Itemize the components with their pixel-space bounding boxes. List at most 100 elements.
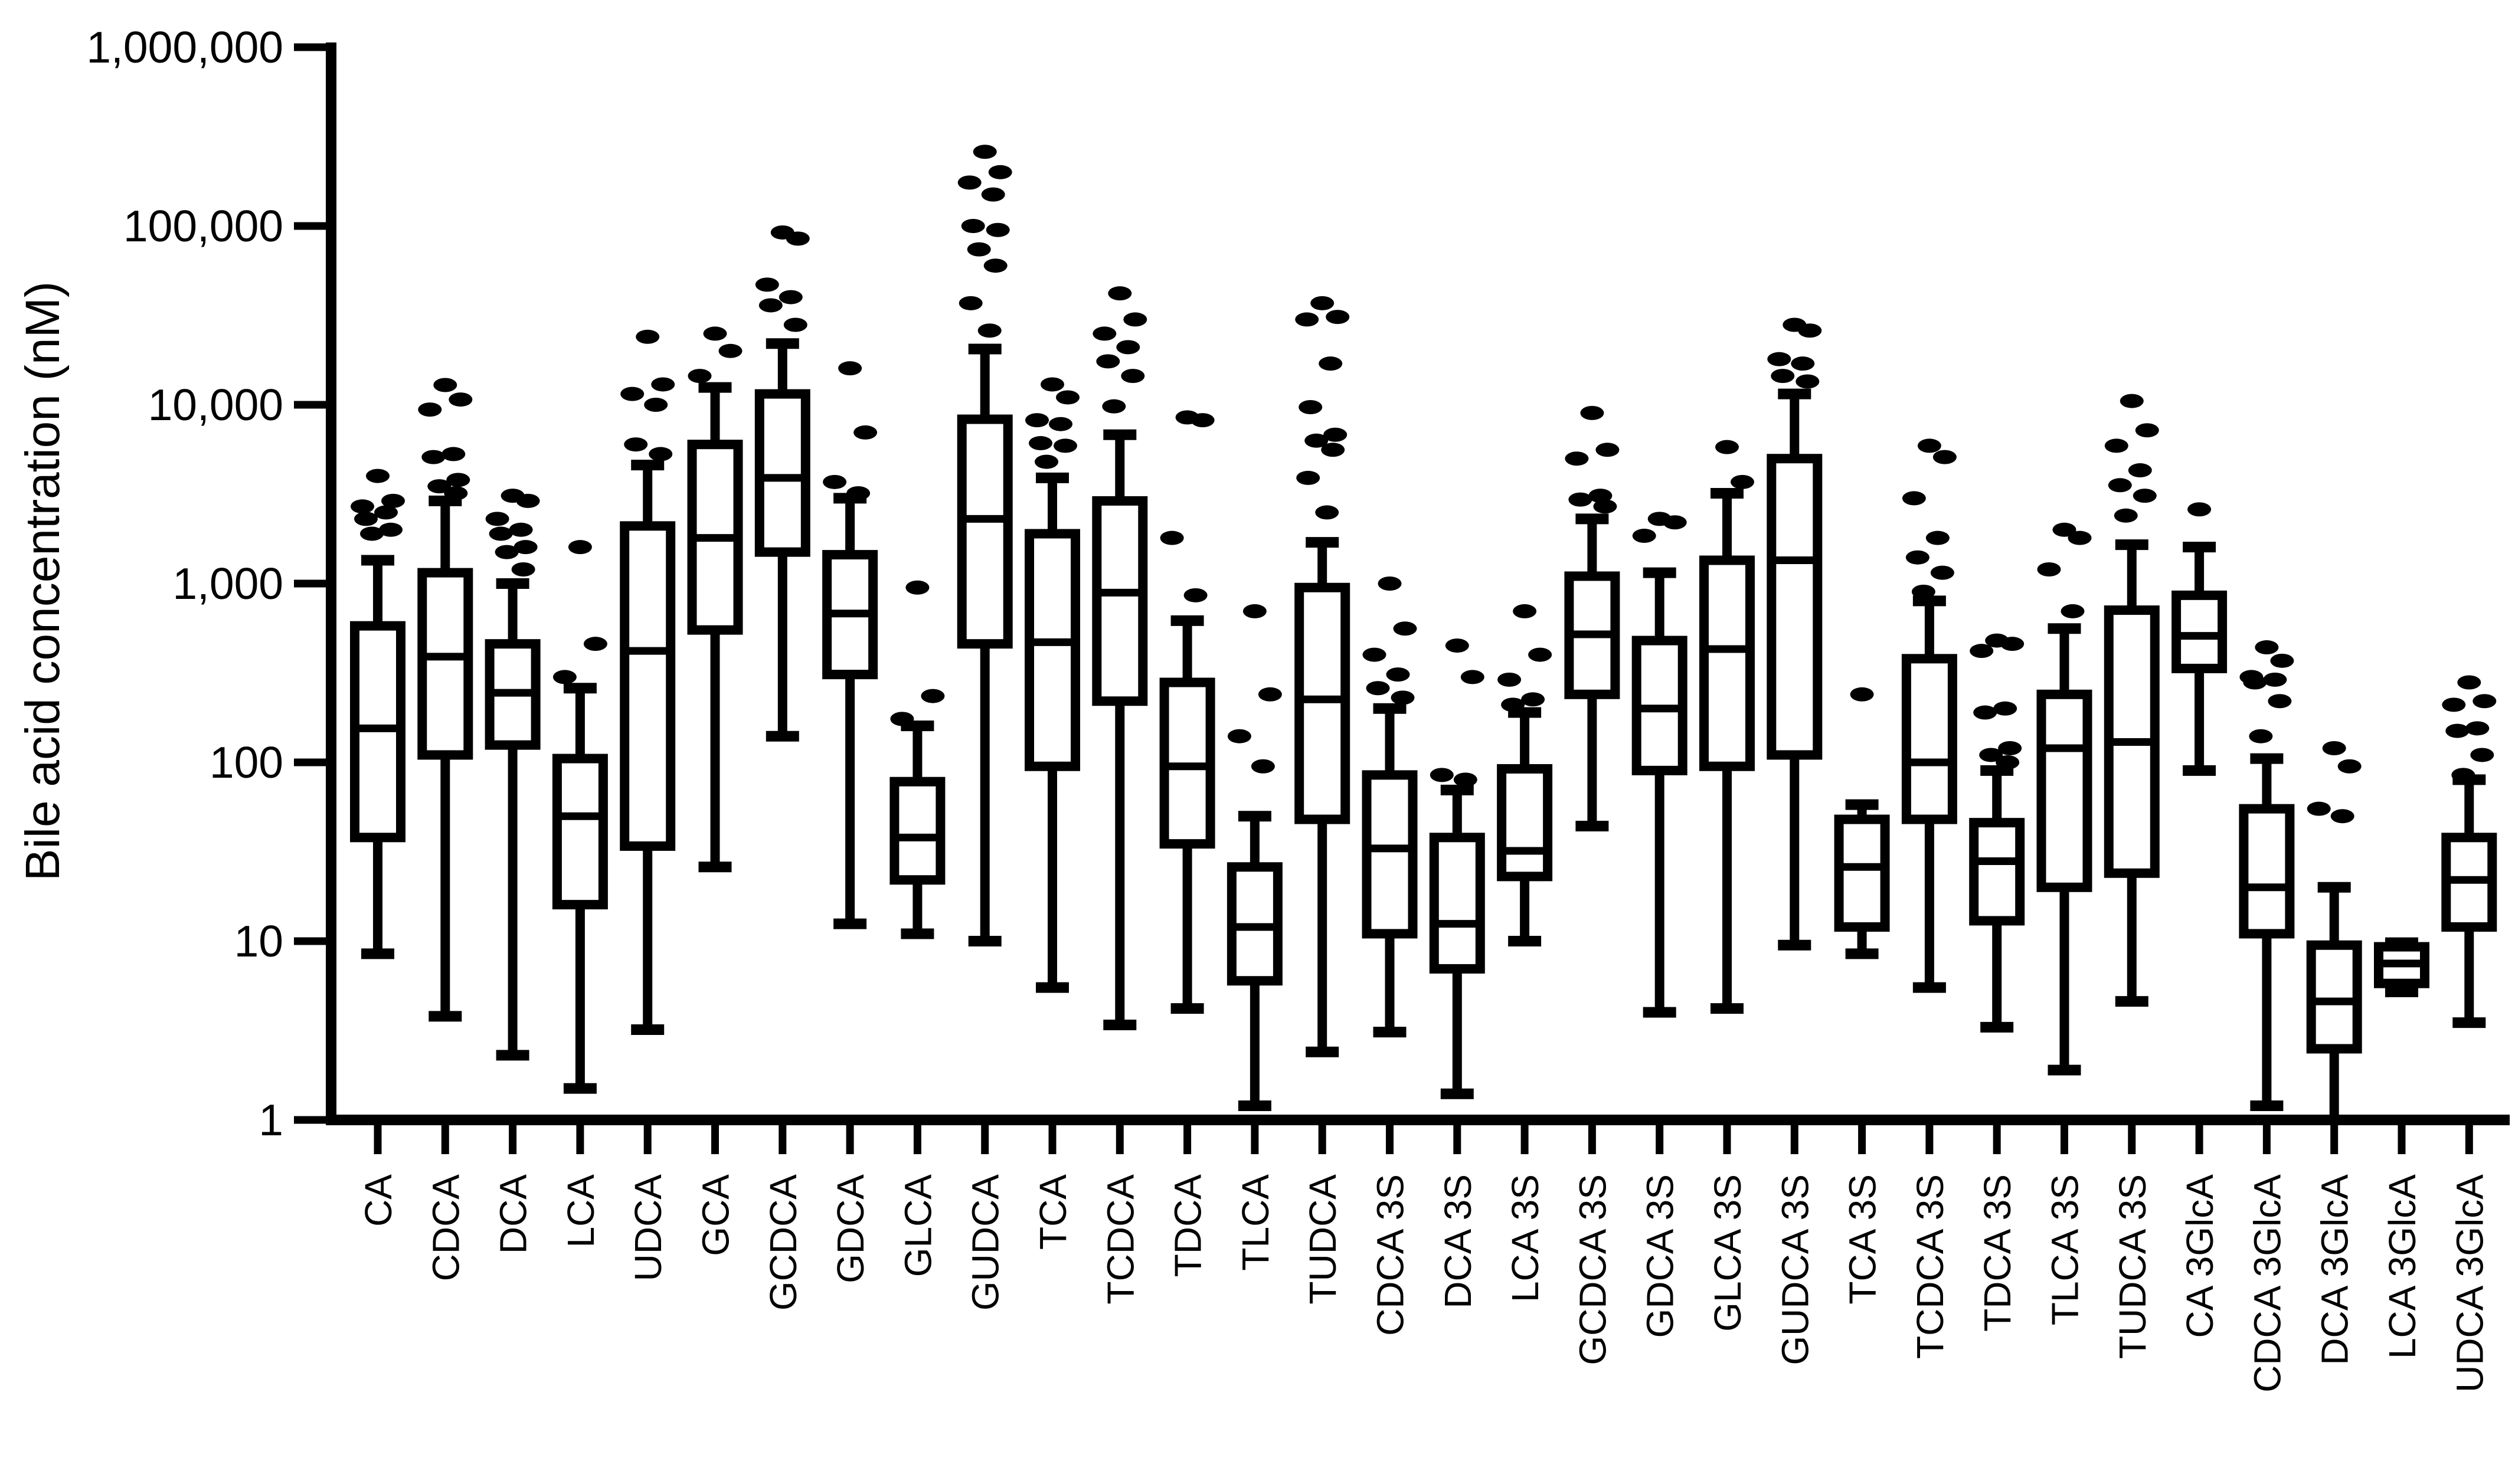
outlier-dot [1393, 621, 1417, 636]
outlier-dot [1791, 356, 1815, 371]
outlier-dot [1299, 400, 1323, 415]
y-axis-title: Bile acid concentration (nM) [16, 281, 70, 881]
box-group-GCDCA [754, 225, 810, 742]
outlier-dot [1593, 499, 1617, 514]
x-category-label: CA [357, 1174, 400, 1227]
outlier-dot [1310, 296, 1335, 310]
outlier-dot [981, 187, 1005, 202]
outlier-dot [973, 145, 997, 159]
outlier-dot [779, 290, 803, 304]
outlier-dot [1391, 690, 1415, 705]
outlier-dot [379, 522, 403, 537]
outlier-dot [1796, 374, 1820, 389]
box-group-DCA-3S [1429, 638, 1485, 1099]
outlier-dot [354, 512, 378, 526]
outlier-dot [1041, 377, 1064, 392]
outlier-dot [1025, 413, 1049, 428]
iqr-box [1901, 654, 1957, 824]
outlier-dot [977, 323, 1002, 338]
outlier-dot [1445, 638, 1469, 653]
outlier-dot [2133, 489, 2157, 503]
outlier-dot [1973, 705, 1997, 720]
iqr-box [620, 521, 676, 851]
y-tick-label: 1,000 [172, 559, 283, 608]
outlier-dot [1304, 433, 1329, 448]
outlier-dot [2128, 463, 2152, 478]
outlier-dot [1460, 670, 1484, 684]
x-category-label: LCA 3GlcA [2381, 1174, 2424, 1359]
outlier-dot [1925, 530, 1950, 545]
outlier-dot [489, 526, 513, 541]
x-category-label: GCDCA [762, 1174, 804, 1311]
outlier-dot [758, 298, 783, 313]
outlier-dot [1430, 768, 1454, 782]
iqr-box [957, 414, 1013, 649]
x-category-label: GCDCA 3S [1571, 1174, 1614, 1365]
x-category-label: DCA [492, 1174, 535, 1254]
outlier-dot [1035, 454, 1058, 469]
iqr-box [889, 777, 946, 885]
outlier-dot [1850, 687, 1874, 702]
outlier-dot [1323, 427, 1348, 442]
outlier-dot [846, 486, 871, 500]
outlier-dot [2249, 729, 2273, 743]
x-category-label: CDCA [424, 1174, 467, 1282]
outlier-dot [1108, 286, 1132, 301]
outlier-dot [1054, 438, 1077, 453]
iqr-box [2306, 940, 2362, 1054]
outlier-dot [1093, 326, 1117, 341]
outlier-dot [1258, 687, 1282, 702]
outlier-dot [1632, 529, 1656, 543]
outlier-dot [2135, 423, 2159, 438]
outlier-dot [2052, 522, 2076, 537]
outlier-dot [1296, 470, 1320, 485]
outlier-dot [959, 296, 983, 310]
outlier-dot [2263, 672, 2287, 687]
box-group-GDCA-3S [1631, 512, 1687, 1018]
outlier-dot [568, 540, 592, 555]
outlier-dot [2061, 604, 2085, 618]
x-category-label: CDCA 3S [1369, 1174, 1412, 1336]
outlier-dot [783, 317, 807, 332]
outlier-dot [427, 479, 452, 494]
y-tick-label: 1 [259, 1095, 283, 1145]
outlier-dot [1568, 492, 1592, 507]
x-category-label: TDCA [1167, 1174, 1209, 1277]
outlier-dot [433, 378, 457, 392]
outlier-dot [2337, 759, 2362, 774]
outlier-dot [2322, 741, 2346, 756]
outlier-dot [1123, 312, 1147, 327]
box-group-LCA [552, 540, 608, 1094]
box-group-GLCA [889, 580, 946, 939]
outlier-dot [2330, 809, 2354, 824]
iqr-box [1497, 764, 1553, 882]
iqr-box [1834, 814, 1890, 932]
outlier-dot [1326, 310, 1350, 325]
outlier-dot [351, 499, 374, 514]
outlier-dot [2000, 637, 2025, 651]
outlier-dot [2445, 723, 2470, 738]
outlier-dot [2451, 768, 2475, 782]
outlier-dot [921, 689, 945, 703]
y-tick-label: 1,000,000 [86, 22, 283, 72]
outlier-dot [905, 580, 930, 595]
box-group-TLCA-3S [2036, 522, 2092, 1076]
outlier-dot [2187, 502, 2212, 517]
box-group-TCA-3S [1834, 687, 1890, 959]
outlier-dot [838, 361, 862, 376]
outlier-dot [961, 219, 985, 233]
outlier-dot [1993, 701, 2017, 716]
box-group-CDCA-3S [1362, 576, 1418, 1038]
outlier-dot [1565, 451, 1589, 466]
x-category-label: TCA [1032, 1174, 1074, 1250]
x-category-label: GLCA 3S [1706, 1174, 1749, 1332]
outlier-dot [1378, 576, 1402, 591]
outlier-dot [1905, 550, 1929, 565]
iqr-box [2171, 590, 2228, 673]
y-tick-label: 10,000 [148, 380, 283, 430]
outlier-dot [1902, 491, 1926, 506]
outlier-dot [2120, 394, 2144, 408]
box-group-CDCA-3GlcA [2239, 640, 2295, 1112]
outlier-dot [1102, 399, 1126, 414]
